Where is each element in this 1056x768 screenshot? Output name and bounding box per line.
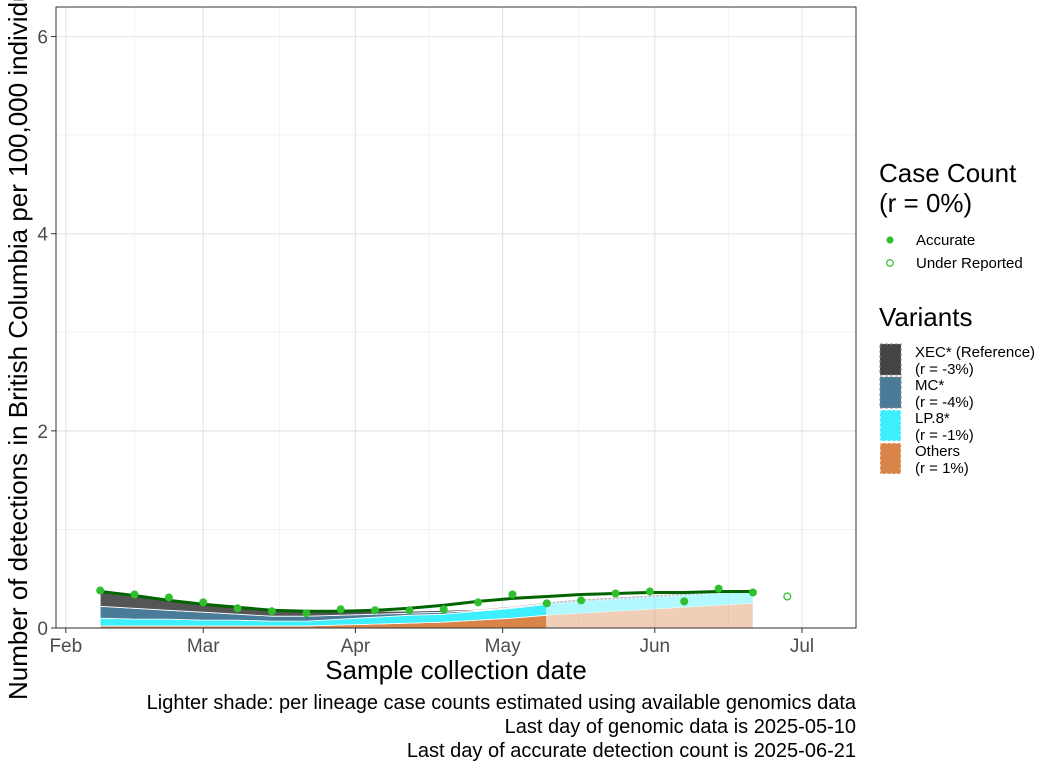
point-accurate (474, 598, 483, 607)
point-accurate (199, 598, 208, 607)
points-group (96, 584, 792, 618)
legend-case-title: Case Count (879, 158, 1017, 188)
x-axis-title: Sample collection date (325, 655, 587, 685)
point-accurate (302, 609, 311, 618)
point-accurate (577, 596, 586, 605)
point-accurate (164, 593, 173, 602)
grid (56, 7, 856, 629)
legend-swatch-xec (879, 343, 902, 376)
point-accurate (542, 599, 551, 608)
fit-line (98, 590, 755, 613)
legend-label-xec: XEC* (Reference) (915, 344, 1035, 361)
legend-variants: Variants XEC* (Reference) (r = -3%) MC* … (879, 302, 1035, 477)
legend-variants-title: Variants (879, 302, 972, 332)
y-axis: 0 2 4 6 (37, 28, 56, 640)
legend-swatch-others (879, 442, 902, 475)
point-accurate (336, 605, 345, 614)
stacked-areas (99, 589, 754, 629)
legend-swatch-mc (879, 376, 902, 409)
x-tick-label: Apr (341, 636, 371, 657)
point-accurate (748, 588, 757, 597)
legend-rate-lp8: (r = -1%) (915, 427, 974, 444)
legend-label-others: Others (915, 443, 960, 460)
legend-case-count: Case Count (r = 0%) Accurate Under Repor… (879, 158, 1023, 272)
plot-panel (56, 7, 856, 628)
y-tick-label: 4 (37, 225, 48, 246)
caption-line-2: Last day of genomic data is 2025-05-10 (505, 716, 856, 738)
point-accurate (96, 586, 105, 595)
legend-label-mc: MC* (915, 377, 944, 394)
x-tick-label: Mar (187, 636, 220, 657)
point-accurate (405, 606, 414, 615)
point-under-reported (783, 592, 792, 601)
fit-line-group (98, 590, 755, 613)
point-accurate (611, 589, 620, 598)
point-accurate (233, 604, 242, 613)
point-accurate (680, 597, 689, 606)
legend-accurate-label: Accurate (916, 232, 975, 249)
legend-accurate-marker (886, 236, 894, 244)
legend-rate-xec: (r = -3%) (915, 361, 974, 378)
legend-rate-mc: (r = -4%) (915, 394, 974, 411)
point-accurate (267, 607, 276, 616)
legend-under-reported-marker (886, 259, 894, 267)
y-axis-title: Number of detections in British Columbia… (3, 0, 33, 700)
y-tick-label: 6 (37, 28, 48, 49)
plot-area (55, 6, 857, 629)
point-accurate (130, 590, 139, 599)
plot-border (55, 6, 857, 629)
legend-label-lp8: LP.8* (915, 410, 950, 427)
legend-under-reported-label: Under Reported (916, 255, 1023, 272)
legend-swatch-lp8 (879, 409, 902, 442)
caption-line-3: Last day of accurate detection count is … (407, 740, 856, 762)
point-accurate (371, 606, 380, 615)
x-tick-label: May (485, 636, 521, 657)
x-tick-label: Feb (49, 636, 82, 657)
point-accurate (645, 587, 654, 596)
y-tick-label: 0 (37, 619, 48, 640)
point-accurate (439, 605, 448, 614)
legend-case-subtitle: (r = 0%) (879, 188, 972, 218)
x-tick-label: Jul (790, 636, 814, 657)
x-axis: Feb Mar Apr May Jun Jul (49, 628, 814, 657)
y-tick-label: 2 (37, 422, 48, 443)
x-tick-label: Jun (639, 636, 670, 657)
caption-line-1: Lighter shade: per lineage case counts e… (147, 692, 857, 714)
legend-rate-others: (r = 1%) (915, 460, 969, 477)
point-accurate (714, 584, 723, 593)
point-accurate (508, 590, 517, 599)
